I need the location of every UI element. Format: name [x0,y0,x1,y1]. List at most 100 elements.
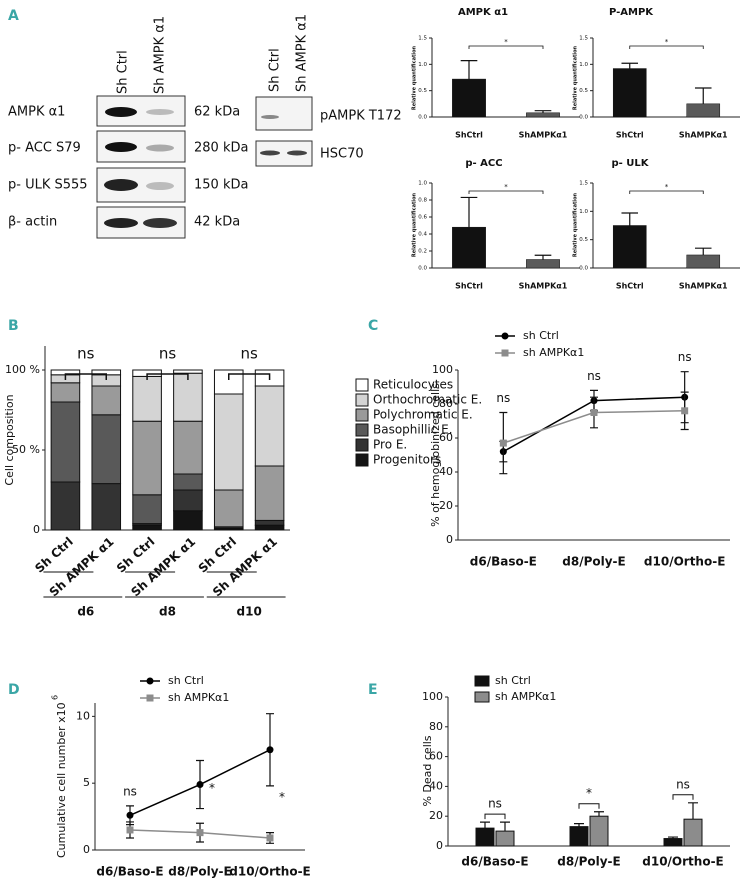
y-tick-label: 0.0 [579,266,588,272]
y-tick-label: 80 [439,397,453,410]
y-axis-label: Relative quantification [412,45,418,110]
legend-label: Polychromatic E. [373,408,473,422]
significance-bracket [672,794,694,800]
y-tick-label: 0.0 [418,266,427,272]
y-tick-label: 0 [33,523,40,536]
bar [589,815,609,847]
bar [452,226,486,269]
bar-segment [254,519,285,526]
legend-swatch [355,393,369,407]
blot-size: 280 kDa [194,141,248,156]
blot-row-label: pAMPK T172 [320,109,402,124]
significance-bracket [484,813,506,820]
error-bar [460,60,478,80]
bar-segment [173,510,203,531]
y-tick-label: 1.0 [579,62,588,68]
bar-segment [254,385,285,467]
group-bracket [228,373,271,380]
significance-bracket [578,803,600,809]
legend-label: sh AMPKα1 [495,690,556,703]
error-bar [534,110,552,113]
panel-label: E [368,682,378,698]
point [266,746,274,754]
group-bracket [146,373,189,380]
x-tick-label: ShAMPKα1 [519,282,568,291]
x-tick-label: d10/Ortho-E [642,855,724,869]
chart-title: AMPK α1 [458,7,508,18]
y-axis-label: % of hemoglobinized cells [429,383,442,527]
y-tick-label: 0.5 [418,88,427,94]
bar-segment [213,393,244,491]
chart-title: p- ACC [465,158,502,169]
x-tick-label: ShCtrl [616,131,644,140]
bar-segment [91,483,122,531]
panel-label: B [8,318,19,334]
legend-label: sh AMPKα1 [168,691,229,704]
y-axis-label: Relative quantification [573,192,579,257]
x-tick-label: d8/Poly-E [557,855,620,869]
error-bar [621,62,639,69]
blot-size: 42 kDa [194,215,240,230]
y-tick-label: 40 [429,779,443,792]
bar [686,254,721,269]
group-label: d6 [77,605,94,619]
bar-segment [50,401,81,483]
bar [663,838,683,847]
blot-row-label: p- ULK S555 [8,178,88,193]
bar-segment [91,385,122,416]
blot-row-label: β- actin [8,215,57,230]
x-tick-label: ShCtrl [616,282,644,291]
group-label: d8 [159,605,176,619]
error-bar [574,823,584,827]
y-axis-label: % Dead cells [421,735,434,806]
bar [452,78,486,118]
panel-label: A [8,8,19,24]
y-tick-label: 1.0 [418,181,427,187]
legend-label: sh Ctrl [523,329,559,342]
group-annotation: ns [159,345,177,363]
legend-label: sh Ctrl [168,674,204,687]
annotation: ns [123,784,137,798]
y-tick-label: 1.5 [579,36,588,42]
y-tick-label: 60 [429,750,443,763]
chart-title: P-AMPK [609,7,654,18]
bar-segment [173,369,203,374]
y-tick-label: 40 [439,465,453,478]
point [501,349,509,357]
legend-swatch [355,453,369,467]
significance-label: * [504,38,508,46]
x-tick-label: ShAMPKα1 [519,131,568,140]
x-tick-label: d8/Poly-E [168,865,231,879]
blot-strips [255,96,313,167]
significance-label: * [665,183,669,191]
y-tick-label: 0.6 [418,215,427,221]
bar-segment [91,414,122,485]
bar-segment [254,465,285,521]
bar [683,818,703,847]
bar-segment [173,489,203,512]
blot-size: 62 kDa [194,105,240,120]
blot-size: 150 kDa [194,178,248,193]
blot-row-label: HSC70 [320,147,364,162]
bar [526,112,560,118]
x-tick-label: d6/Baso-E [96,865,163,879]
point [590,409,598,416]
point [266,834,274,842]
group-annotation: ns [241,345,259,363]
y-axis-label: Cumulative cell number x10 [55,702,68,858]
x-tick-label: d6/Baso-E [461,855,528,869]
significance-label: * [665,38,669,46]
bar-segment [132,524,162,531]
error-bar [694,247,712,255]
legend-label: sh AMPKα1 [523,346,584,359]
y-tick-label: 0.4 [418,232,427,238]
bar-segment [173,473,203,491]
legend-label: sh Ctrl [495,674,531,687]
group-label: d10 [237,605,262,619]
blot-column: Sh AMPK α1 [295,14,310,92]
error-bar [594,811,604,817]
y-tick-label: 0.0 [579,115,588,121]
legend-swatch [474,691,490,703]
point [196,781,204,789]
